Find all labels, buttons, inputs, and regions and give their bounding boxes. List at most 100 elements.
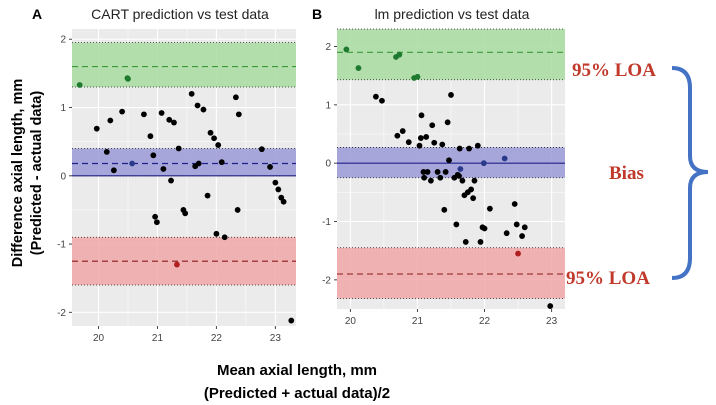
data-point <box>232 94 239 101</box>
annotation-lower-loa: 95% LOA <box>566 268 650 289</box>
x-axis-label-line2: (Predicted + actual data)/2 <box>204 385 390 402</box>
data-point <box>547 303 554 309</box>
y-tick-label: -2 <box>57 308 66 319</box>
data-point <box>141 111 147 118</box>
lower-loa-band <box>337 247 565 299</box>
data-point <box>414 73 421 80</box>
data-point <box>394 132 401 139</box>
data-point <box>200 106 207 113</box>
x-tick-label: 20 <box>345 316 357 327</box>
data-point <box>288 317 295 324</box>
data-point <box>448 92 454 98</box>
data-point <box>372 93 379 100</box>
data-point <box>207 129 214 136</box>
y-tick-label: 2 <box>325 42 331 53</box>
data-point <box>175 145 182 152</box>
data-point <box>462 239 469 245</box>
data-point <box>457 166 464 172</box>
data-point <box>110 167 117 174</box>
data-point <box>158 110 165 116</box>
data-point <box>427 177 434 184</box>
data-point <box>456 145 463 152</box>
y-tick-label: -2 <box>322 275 331 286</box>
data-point <box>453 221 460 228</box>
data-point <box>416 142 423 149</box>
data-point <box>103 148 110 155</box>
upper-loa-band <box>337 29 565 80</box>
data-point <box>168 177 174 184</box>
data-point <box>466 145 473 152</box>
data-point <box>513 221 520 228</box>
data-point <box>444 119 451 126</box>
data-point <box>441 206 448 213</box>
panel-a-points <box>76 75 295 324</box>
data-point <box>477 239 484 245</box>
data-point <box>442 169 449 175</box>
data-point <box>213 230 220 237</box>
data-point <box>396 51 403 58</box>
y-tick-label: 1 <box>60 103 66 114</box>
data-point <box>459 177 466 184</box>
data-point <box>194 102 201 109</box>
data-point <box>153 219 160 226</box>
data-point <box>195 160 202 167</box>
data-point <box>93 125 100 132</box>
data-point <box>235 111 242 118</box>
data-point <box>481 225 488 232</box>
data-point <box>174 261 180 268</box>
y-axis-label-line2: (Predicted - actual data) <box>29 91 45 256</box>
data-point <box>76 82 83 88</box>
x-tick-label: 21 <box>152 333 164 344</box>
data-point <box>171 119 177 126</box>
y-tick-label: 0 <box>325 159 331 170</box>
data-point <box>503 230 510 237</box>
data-point <box>486 205 493 212</box>
x-tick-label: 21 <box>412 316 424 327</box>
data-point <box>470 195 477 202</box>
data-point <box>218 159 225 166</box>
y-tick-label: 1 <box>325 100 331 111</box>
x-tick-label: 22 <box>211 333 223 344</box>
data-point <box>221 234 228 241</box>
panel-a-bands <box>72 42 296 286</box>
data-point <box>119 108 126 115</box>
data-point <box>267 164 273 170</box>
data-point <box>456 173 462 179</box>
data-point <box>147 133 154 140</box>
data-point <box>215 142 222 148</box>
data-point <box>272 179 279 186</box>
data-point <box>421 174 428 181</box>
panel-b-letter: B <box>312 6 322 22</box>
y-tick-label: -1 <box>57 240 66 251</box>
data-point <box>437 174 444 181</box>
data-point <box>160 166 167 172</box>
panel-a: A CART prediction vs test data 20 21 22 23-… <box>32 6 296 344</box>
data-point <box>471 177 478 184</box>
data-point <box>152 213 159 220</box>
data-point <box>405 139 412 146</box>
data-point <box>439 141 446 148</box>
data-point <box>446 157 452 164</box>
data-point <box>480 160 487 167</box>
panel-a-reference-lines <box>72 66 296 262</box>
data-point <box>519 233 525 239</box>
data-point <box>258 146 265 153</box>
panel-b-ticks: 20 21 22 23 -2 -1 0 1 2 <box>322 42 557 327</box>
data-point <box>418 112 425 119</box>
panel-b-bands <box>337 28 565 299</box>
data-point <box>424 169 431 175</box>
data-point <box>399 128 406 134</box>
data-point <box>423 134 430 140</box>
panel-b: B lm prediction vs test data 20 21 22 23-2-… <box>312 6 565 327</box>
panel-b-title: lm prediction vs test data <box>375 6 530 22</box>
data-point <box>501 155 508 162</box>
data-point <box>182 210 189 217</box>
panel-a-title: CART prediction vs test data <box>91 6 269 22</box>
y-tick-label: 0 <box>60 171 66 182</box>
data-point <box>129 160 136 167</box>
data-point <box>511 201 518 207</box>
data-point <box>275 186 282 193</box>
data-point <box>379 97 385 104</box>
data-point <box>280 198 287 205</box>
